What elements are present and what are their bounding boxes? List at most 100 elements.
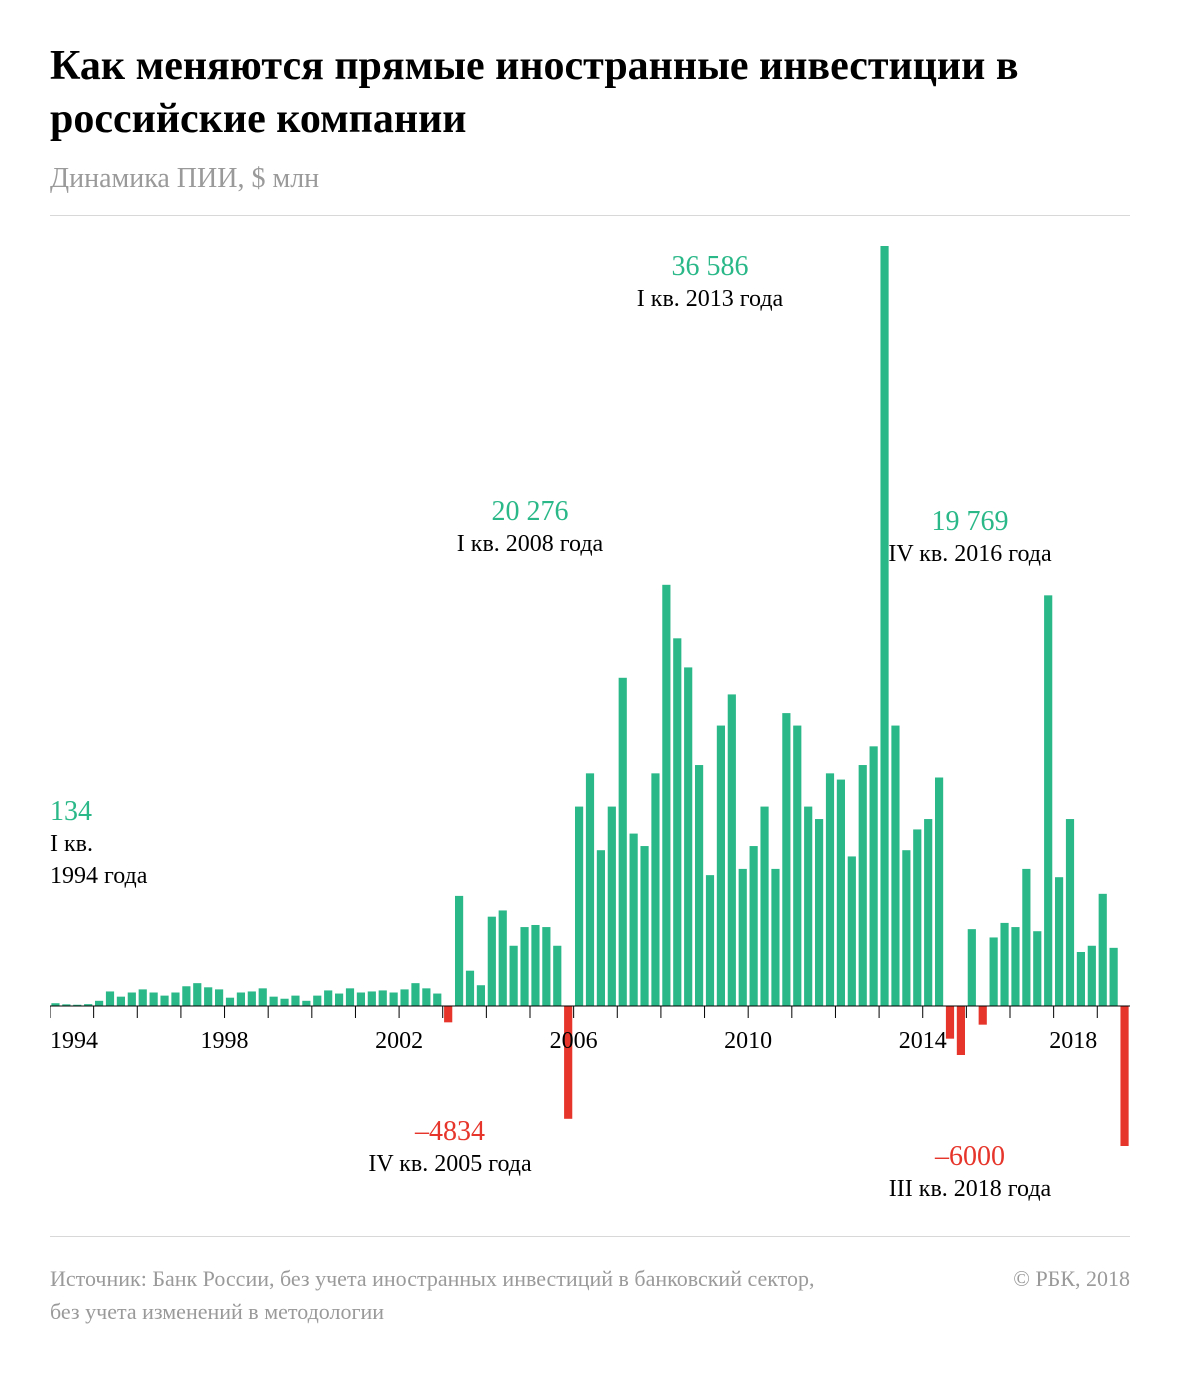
bar	[335, 994, 343, 1006]
x-tick-label: 1994	[50, 1028, 98, 1054]
annotation-value: 20 276	[457, 496, 603, 528]
bar	[117, 997, 125, 1006]
bar	[291, 996, 299, 1006]
chart-subtitle: Динамика ПИИ, $ млн	[50, 163, 1130, 195]
annotation-label: I кв. 2013 года	[637, 283, 783, 315]
annotation: 134I кв.1994 года	[50, 796, 147, 893]
bar	[902, 850, 910, 1006]
bar	[935, 777, 943, 1006]
bar	[870, 746, 878, 1006]
bar	[128, 992, 136, 1006]
bar	[510, 946, 518, 1006]
bar	[248, 991, 256, 1006]
source-text: Источник: Банк России, без учета иностра…	[50, 1262, 830, 1328]
bar	[990, 937, 998, 1006]
bar	[630, 834, 638, 1006]
bar	[815, 819, 823, 1006]
annotation: –4834IV кв. 2005 года	[368, 1116, 531, 1180]
bar	[957, 1006, 965, 1055]
bar	[324, 990, 332, 1006]
bar	[171, 992, 179, 1006]
bar	[880, 246, 888, 1006]
bar	[1022, 869, 1030, 1006]
bar	[804, 807, 812, 1006]
x-tick-label: 2002	[375, 1028, 423, 1054]
bar	[913, 829, 921, 1006]
annotation-value: –6000	[889, 1141, 1051, 1173]
bar	[760, 807, 768, 1006]
annotation: 20 276I кв. 2008 года	[457, 496, 603, 560]
bar	[379, 990, 387, 1006]
copyright-text: © РБК, 2018	[1013, 1262, 1130, 1295]
bar	[1120, 1006, 1128, 1146]
bar	[193, 983, 201, 1006]
bar	[728, 694, 736, 1006]
footer: Источник: Банк России, без учета иностра…	[50, 1236, 1130, 1328]
bar	[1077, 952, 1085, 1006]
bar	[771, 869, 779, 1006]
chart-title: Как меняются прямые иностранные инвестиц…	[50, 40, 1130, 145]
annotation-value: –4834	[368, 1116, 531, 1148]
bar	[848, 856, 856, 1006]
bar	[215, 989, 223, 1006]
bar	[837, 780, 845, 1006]
bar	[924, 819, 932, 1006]
annotation-value: 19 769	[888, 506, 1051, 538]
bar	[673, 638, 681, 1006]
bar	[826, 773, 834, 1006]
bar	[640, 846, 648, 1006]
annotation-label: I кв.	[50, 828, 147, 860]
bar-chart-svg: 1994 1998 2002 2006 2010 2014 2018	[50, 246, 1130, 1206]
bar	[739, 869, 747, 1006]
bar	[662, 585, 670, 1006]
bar	[542, 927, 550, 1006]
bar	[95, 1001, 103, 1006]
annotation-label: 1994 года	[50, 860, 147, 892]
bar	[586, 773, 594, 1006]
bar	[520, 927, 528, 1006]
top-divider	[50, 215, 1130, 216]
bar	[1033, 931, 1041, 1006]
x-tick-label: 2006	[550, 1028, 598, 1054]
bar	[651, 773, 659, 1006]
bar	[1099, 894, 1107, 1006]
bar	[150, 992, 158, 1006]
bar	[1066, 819, 1074, 1006]
bar	[444, 1006, 452, 1022]
bar	[499, 910, 507, 1006]
bar	[619, 678, 627, 1006]
x-tick-label: 2018	[1049, 1028, 1097, 1054]
bar	[280, 999, 288, 1006]
chart-area: 1994 1998 2002 2006 2010 2014 2018 134I кв.199…	[50, 246, 1130, 1206]
bar	[717, 726, 725, 1006]
bar	[226, 998, 234, 1006]
bar	[750, 846, 758, 1006]
bar	[979, 1006, 987, 1025]
bar	[684, 667, 692, 1006]
bar	[1110, 948, 1118, 1006]
bar	[553, 946, 561, 1006]
annotation: 19 769IV кв. 2016 года	[888, 506, 1051, 570]
bar	[390, 992, 398, 1006]
bar	[204, 987, 212, 1006]
annotation-label: III кв. 2018 года	[889, 1173, 1051, 1205]
bar	[597, 850, 605, 1006]
bar	[422, 988, 430, 1006]
bar	[1044, 595, 1052, 1006]
bar	[346, 988, 354, 1006]
bar	[237, 992, 245, 1006]
bar	[357, 992, 365, 1006]
bar	[891, 726, 899, 1006]
bar	[859, 765, 867, 1006]
bar	[575, 807, 583, 1006]
bar	[302, 1001, 310, 1006]
bar	[106, 991, 114, 1006]
annotation: –6000III кв. 2018 года	[889, 1141, 1051, 1205]
x-tick-label: 1998	[201, 1028, 249, 1054]
x-tick-label: 2014	[899, 1028, 947, 1054]
x-tick-label: 2010	[724, 1028, 772, 1054]
bar	[1011, 927, 1019, 1006]
annotation-label: IV кв. 2005 года	[368, 1148, 531, 1180]
bar	[182, 986, 190, 1006]
bar	[782, 713, 790, 1006]
